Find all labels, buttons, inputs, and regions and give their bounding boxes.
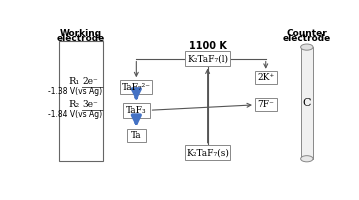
Text: K₂TaF₇(s): K₂TaF₇(s) [186, 148, 229, 157]
Text: Working: Working [60, 29, 102, 38]
Text: K₂TaF₇(l): K₂TaF₇(l) [187, 54, 228, 63]
Text: 7F⁻: 7F⁻ [257, 100, 274, 109]
Text: electrode: electrode [56, 34, 105, 43]
Text: -1.84 V(vs Ag): -1.84 V(vs Ag) [48, 110, 102, 119]
FancyBboxPatch shape [185, 145, 230, 160]
Text: Ta: Ta [131, 131, 142, 140]
Text: 2e⁻: 2e⁻ [82, 77, 98, 86]
Bar [59, 41, 103, 161]
FancyBboxPatch shape [123, 103, 150, 118]
FancyBboxPatch shape [127, 129, 146, 142]
Text: 2K⁺: 2K⁺ [257, 73, 274, 82]
Text: TaF₇²⁻: TaF₇²⁻ [122, 83, 151, 92]
Text: C: C [303, 98, 311, 108]
FancyBboxPatch shape [120, 80, 152, 94]
Text: TaF₃: TaF₃ [126, 106, 146, 115]
FancyBboxPatch shape [255, 98, 277, 111]
FancyBboxPatch shape [255, 71, 277, 84]
Text: R₁: R₁ [69, 77, 80, 86]
FancyBboxPatch shape [185, 51, 230, 66]
Text: Counter: Counter [286, 29, 327, 38]
Text: electrode: electrode [283, 34, 331, 43]
Ellipse shape [300, 44, 313, 50]
Text: 3e⁻: 3e⁻ [82, 100, 98, 109]
Text: 1100 K: 1100 K [189, 41, 227, 51]
Text: -1.38 V(vs Ag): -1.38 V(vs Ag) [48, 87, 102, 96]
Bar [300, 47, 313, 159]
Text: R₂: R₂ [69, 100, 80, 109]
Ellipse shape [300, 156, 313, 162]
